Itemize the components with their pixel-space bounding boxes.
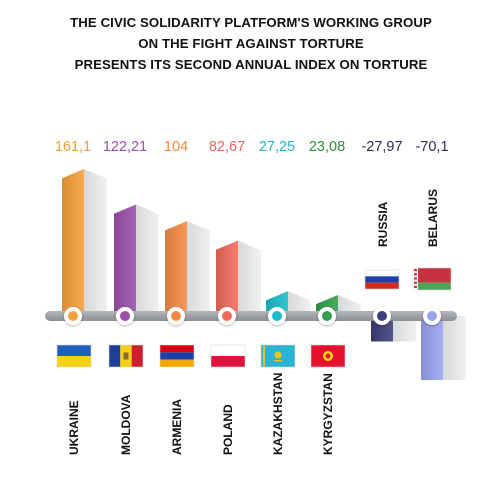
kazakhstan-flag [260,344,296,368]
node-dot-armenia [171,311,181,321]
bar-side-belarus [443,316,466,380]
country-label-belarus: BELARUS [426,189,440,247]
country-label-kazakhstan: KAZAKHSTAN [271,373,285,455]
country-label-ukraine: UKRAINE [67,400,81,455]
value-label-armenia: 104 [164,139,188,155]
bar-side-moldova [136,204,159,316]
value-label-moldova: 122,21 [103,139,147,155]
bar-ukraine [62,169,84,316]
bar-moldova [114,204,136,316]
title-line-1: THE CIVIC SOLIDARITY PLATFORM'S WORKING … [70,15,432,30]
moldova-flag [108,344,144,368]
ukraine-flag [56,344,92,368]
bar-side-ukraine [84,169,107,316]
bar-side-kyrgyzstan [338,294,361,316]
country-label-moldova: MOLDOVA [119,394,133,455]
node-dot-kyrgyzstan [322,311,332,321]
bar-armenia [165,221,187,316]
chart-title: THE CIVIC SOLIDARITY PLATFORM'S WORKING … [0,12,502,75]
bar-belarus [421,316,443,380]
bar-side-russia [393,316,416,342]
value-label-poland: 82,67 [209,139,245,155]
bar-side-poland [238,240,261,316]
country-label-poland: POLAND [221,404,235,455]
country-label-kyrgyzstan: KYRGYZSTAN [321,373,335,455]
value-label-belarus: -70,1 [415,139,448,155]
value-label-ukraine: 161,1 [55,139,91,155]
value-label-kyrgyzstan: 23,08 [309,139,345,155]
bar-side-armenia [187,221,210,316]
kyrgyzstan-flag [310,344,346,368]
node-dot-russia [377,311,387,321]
country-label-armenia: ARMENIA [170,399,184,455]
armenia-flag [159,344,195,368]
title-line-3: PRESENTS ITS SECOND ANNUAL INDEX ON TORT… [74,57,428,72]
node-dot-kazakhstan [272,311,282,321]
belarus-flag [412,267,452,291]
node-dot-belarus [427,311,437,321]
baseline-track [45,311,457,321]
bar-side-kazakhstan [288,291,311,316]
node-dot-moldova [120,311,130,321]
bar-poland [216,240,238,316]
country-label-russia: RUSSIA [376,201,390,247]
poland-flag [210,344,246,368]
node-dot-ukraine [68,311,78,321]
node-dot-poland [222,311,232,321]
value-label-kazakhstan: 27,25 [259,139,295,155]
title-line-2: ON THE FIGHT AGAINST TORTURE [138,36,364,51]
russia-flag [364,269,400,290]
value-label-russia: -27,97 [361,139,402,155]
